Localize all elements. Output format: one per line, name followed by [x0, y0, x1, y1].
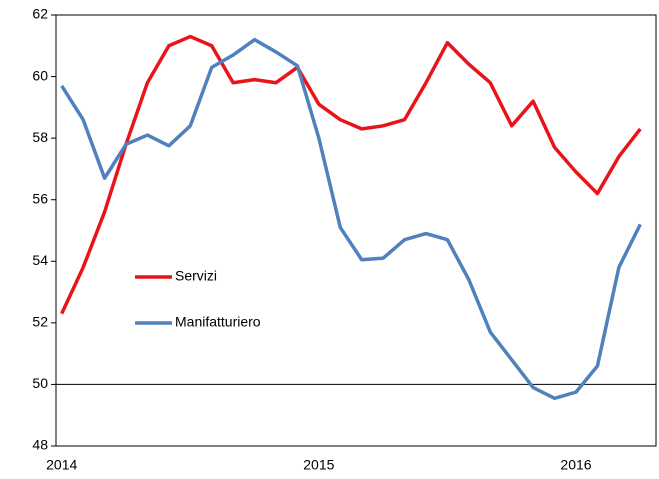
y-tick-label: 50	[32, 375, 48, 391]
x-tick-label: 2016	[560, 457, 591, 473]
plot-frame	[55, 14, 657, 447]
y-tick-label: 48	[32, 437, 48, 453]
y-tick-label: 62	[32, 6, 48, 22]
y-tick-label: 56	[32, 190, 48, 206]
x-tick-label: 2015	[303, 457, 334, 473]
legend-label: Manifatturiero	[175, 314, 261, 330]
y-tick-label: 58	[32, 129, 48, 145]
series-line	[60, 37, 642, 401]
x-tick-label: 2014	[46, 457, 77, 473]
series-line	[60, 34, 642, 315]
y-tick-label: 54	[32, 252, 48, 268]
legend-label: Servizi	[175, 268, 217, 284]
y-tick-label: 60	[32, 67, 48, 83]
y-tick-label: 52	[32, 314, 48, 330]
